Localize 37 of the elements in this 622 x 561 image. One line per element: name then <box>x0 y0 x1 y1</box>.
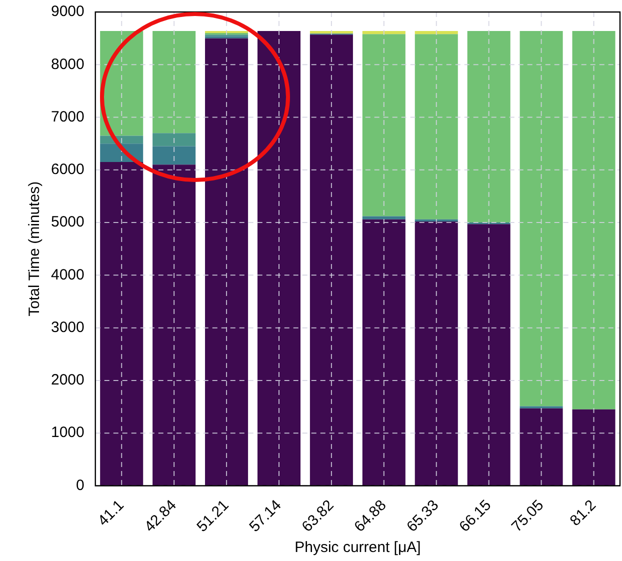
bar <box>572 409 616 486</box>
bar <box>520 30 563 406</box>
bar <box>100 162 144 486</box>
x-tick-label: 41.1 <box>94 496 128 530</box>
bar <box>362 219 406 486</box>
bar <box>152 164 196 486</box>
bar <box>414 221 458 486</box>
x-axis-title: Physic current [μA] <box>294 539 421 556</box>
bar <box>152 30 196 134</box>
y-tick-label: 7000 <box>50 108 84 126</box>
y-tick-label: 5000 <box>50 214 84 231</box>
x-tick-label: 81.2 <box>566 496 600 530</box>
y-tick-label: 1000 <box>50 424 84 442</box>
y-tick-label: 6000 <box>50 161 84 178</box>
y-tick-label: 9000 <box>50 3 84 20</box>
bar <box>152 146 196 165</box>
bar <box>362 30 406 34</box>
bar <box>572 30 616 410</box>
bar <box>152 133 196 146</box>
bar <box>414 34 458 220</box>
y-tick-label: 4000 <box>50 266 84 284</box>
bar <box>310 34 353 486</box>
bar <box>467 224 510 486</box>
y-tick-label: 2000 <box>50 372 84 389</box>
bar <box>362 34 406 216</box>
bar <box>520 408 563 486</box>
y-tick-label: 0 <box>76 476 84 494</box>
y-axis-title: Total Time (minutes) <box>26 181 44 316</box>
bar <box>205 38 248 486</box>
bar <box>310 30 353 34</box>
y-tick-label: 3000 <box>50 318 84 336</box>
bar <box>467 30 510 223</box>
bar <box>205 30 248 34</box>
bar <box>362 216 406 220</box>
bar <box>414 30 458 34</box>
y-tick-label: 8000 <box>50 56 84 73</box>
bar <box>257 30 300 486</box>
